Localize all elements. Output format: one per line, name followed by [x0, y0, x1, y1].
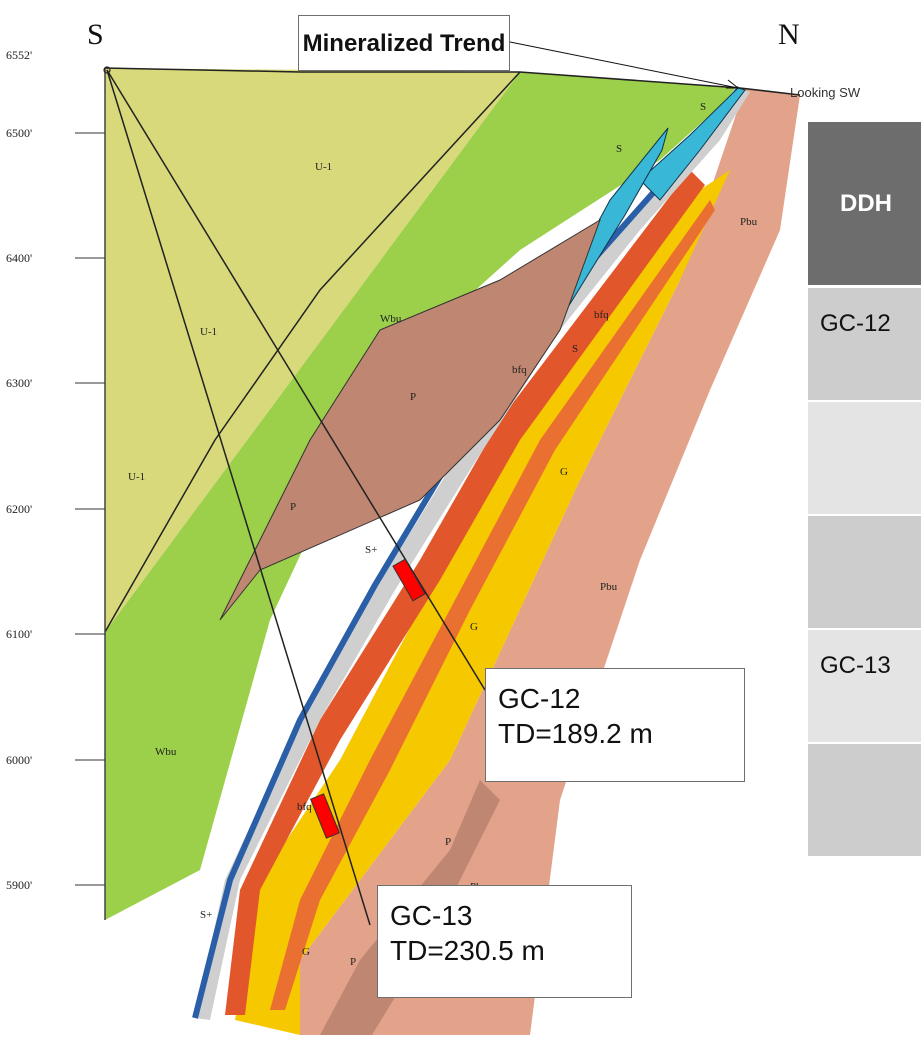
elevation-label: 6100' — [6, 627, 33, 641]
drill-hole-gc13 — [106, 69, 371, 926]
unit-s-area — [639, 87, 746, 201]
unit-label: bfq — [297, 801, 312, 813]
table-row — [808, 516, 921, 628]
drill-collar — [103, 66, 111, 74]
gc13-callout: GC-13 TD=230.5 m — [377, 885, 632, 998]
table-row: GC-13 — [808, 630, 921, 742]
elevation-label: 5900' — [6, 878, 33, 892]
unit-label: S — [700, 101, 706, 113]
elevation-label: 6552' — [6, 48, 33, 62]
unit-label: P — [445, 836, 451, 848]
unit-label: P — [410, 391, 416, 403]
unit-label: U-1 — [128, 471, 145, 483]
unit-label: Pbu — [740, 216, 758, 228]
south-label: S — [87, 18, 104, 51]
gc13-hole-id: GC-13 — [390, 900, 473, 931]
mineralized-trend-callout: Mineralized Trend — [298, 15, 510, 71]
elevation-ticks — [75, 132, 105, 886]
unit-label: G — [470, 621, 478, 633]
elevation-label: 6000' — [6, 753, 33, 767]
elevation-label: 6500' — [6, 126, 33, 140]
gc12-total-depth: TD=189.2 m — [498, 718, 653, 749]
unit-label: G — [302, 946, 310, 958]
unit-label: S+ — [365, 544, 377, 556]
unit-label: bfq — [512, 364, 527, 376]
gc13-total-depth: TD=230.5 m — [390, 935, 545, 966]
trend-arrow — [509, 41, 739, 89]
unit-label: P — [350, 956, 356, 968]
unit-p-dike-upper — [219, 218, 601, 621]
drill-hole-gc12 — [106, 69, 486, 691]
unit-label: Wbu — [155, 746, 177, 758]
trend-arrowhead — [726, 79, 740, 89]
unit-label: G — [560, 466, 568, 478]
intercept-gc13 — [309, 793, 341, 839]
gc12-hole-id: GC-12 — [498, 683, 581, 714]
intercept-gc12 — [392, 558, 426, 602]
unit-label: S — [572, 343, 578, 355]
view-direction-label: Looking SW — [790, 85, 861, 100]
gc12-callout: GC-12 TD=189.2 m — [485, 668, 745, 782]
contact-line — [104, 71, 521, 633]
unit-label: bfq — [594, 309, 609, 321]
table-row — [808, 744, 921, 856]
unit-label: U-1 — [200, 326, 217, 338]
unit-label: U-1 — [315, 161, 332, 173]
table-row: GC-12 — [808, 288, 921, 400]
north-label: N — [778, 18, 800, 51]
unit-pbu-area — [300, 88, 800, 1035]
elevation-label: 6300' — [6, 376, 33, 390]
unit-wbu-area — [105, 72, 740, 920]
table-header-ddh: DDH — [808, 122, 921, 285]
unit-label: S+ — [200, 909, 212, 921]
topography-line — [104, 67, 801, 96]
unit-label: P — [290, 501, 296, 513]
unit-label: S — [616, 143, 622, 155]
elevation-label: 6400' — [6, 251, 33, 265]
unit-label: Wbu — [380, 313, 402, 325]
elevation-label: 6200' — [6, 502, 33, 516]
unit-u1-area — [105, 68, 520, 632]
unit-label: Pbu — [600, 581, 618, 593]
table-row — [808, 402, 921, 514]
